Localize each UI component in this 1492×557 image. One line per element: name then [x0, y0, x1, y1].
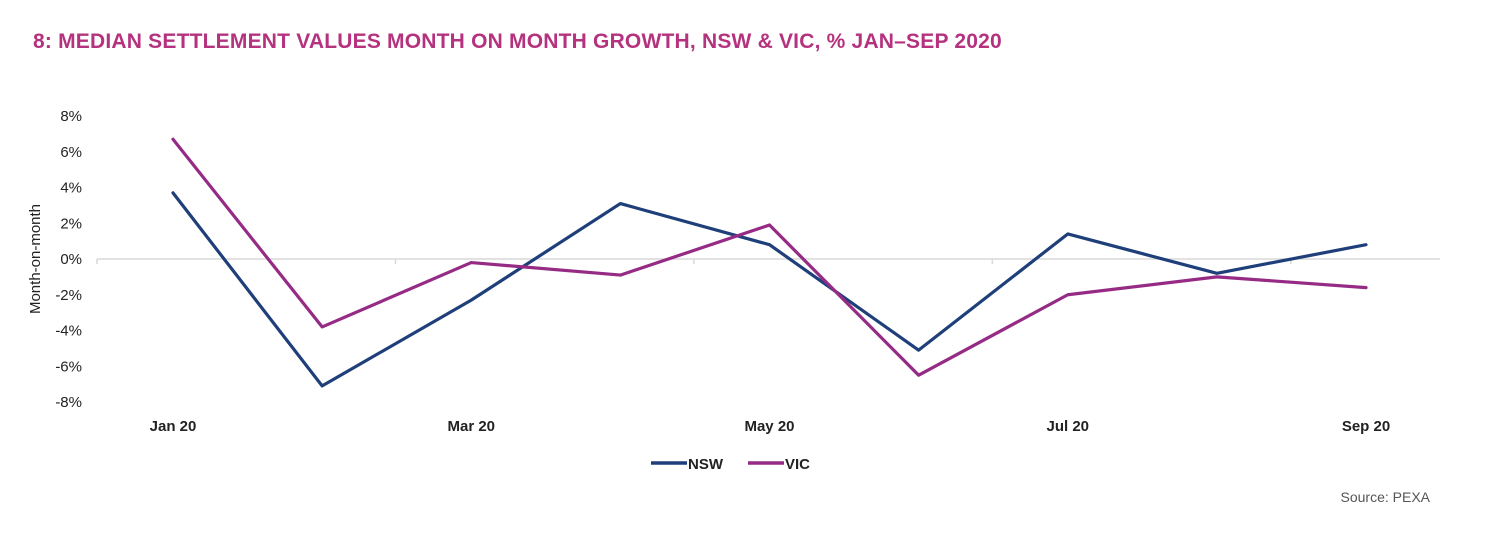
x-axis-labels: Jan 20 Mar 20 May 20 Jul 20 Sep 20 — [150, 418, 1391, 435]
y-tick-label: 0% — [60, 251, 82, 268]
series-lines — [171, 137, 1368, 388]
y-axis-label: Month-on-month — [27, 204, 44, 314]
x-axis-tick-marks — [96, 259, 1292, 264]
y-tick-label: 6% — [60, 144, 82, 161]
legend-label-vic: VIC — [785, 456, 810, 473]
y-tick-label: 8% — [60, 108, 82, 125]
source-note: Source: PEXA — [1340, 489, 1431, 505]
y-axis-ticks: 8% 6% 4% 2% 0% -2% -4% -6% -8% — [55, 108, 82, 411]
y-tick-label: 4% — [60, 180, 82, 197]
series-line-vic — [171, 137, 1368, 377]
y-tick-label: -6% — [55, 358, 82, 375]
x-tick-label: May 20 — [744, 418, 794, 435]
legend: NSW VIC — [651, 456, 810, 473]
y-tick-label: -4% — [55, 323, 82, 340]
y-tick-label: -2% — [55, 287, 82, 304]
chart-title: 8: MEDIAN SETTLEMENT VALUES MONTH ON MON… — [33, 30, 1002, 53]
series-line-nsw — [171, 191, 1368, 388]
legend-label-nsw: NSW — [688, 456, 724, 473]
y-tick-label: 2% — [60, 215, 82, 232]
x-tick-label: Jan 20 — [150, 418, 197, 435]
x-tick-label: Sep 20 — [1342, 418, 1390, 435]
y-tick-label: -8% — [55, 394, 82, 411]
x-tick-label: Mar 20 — [447, 418, 495, 435]
x-tick-label: Jul 20 — [1046, 418, 1089, 435]
